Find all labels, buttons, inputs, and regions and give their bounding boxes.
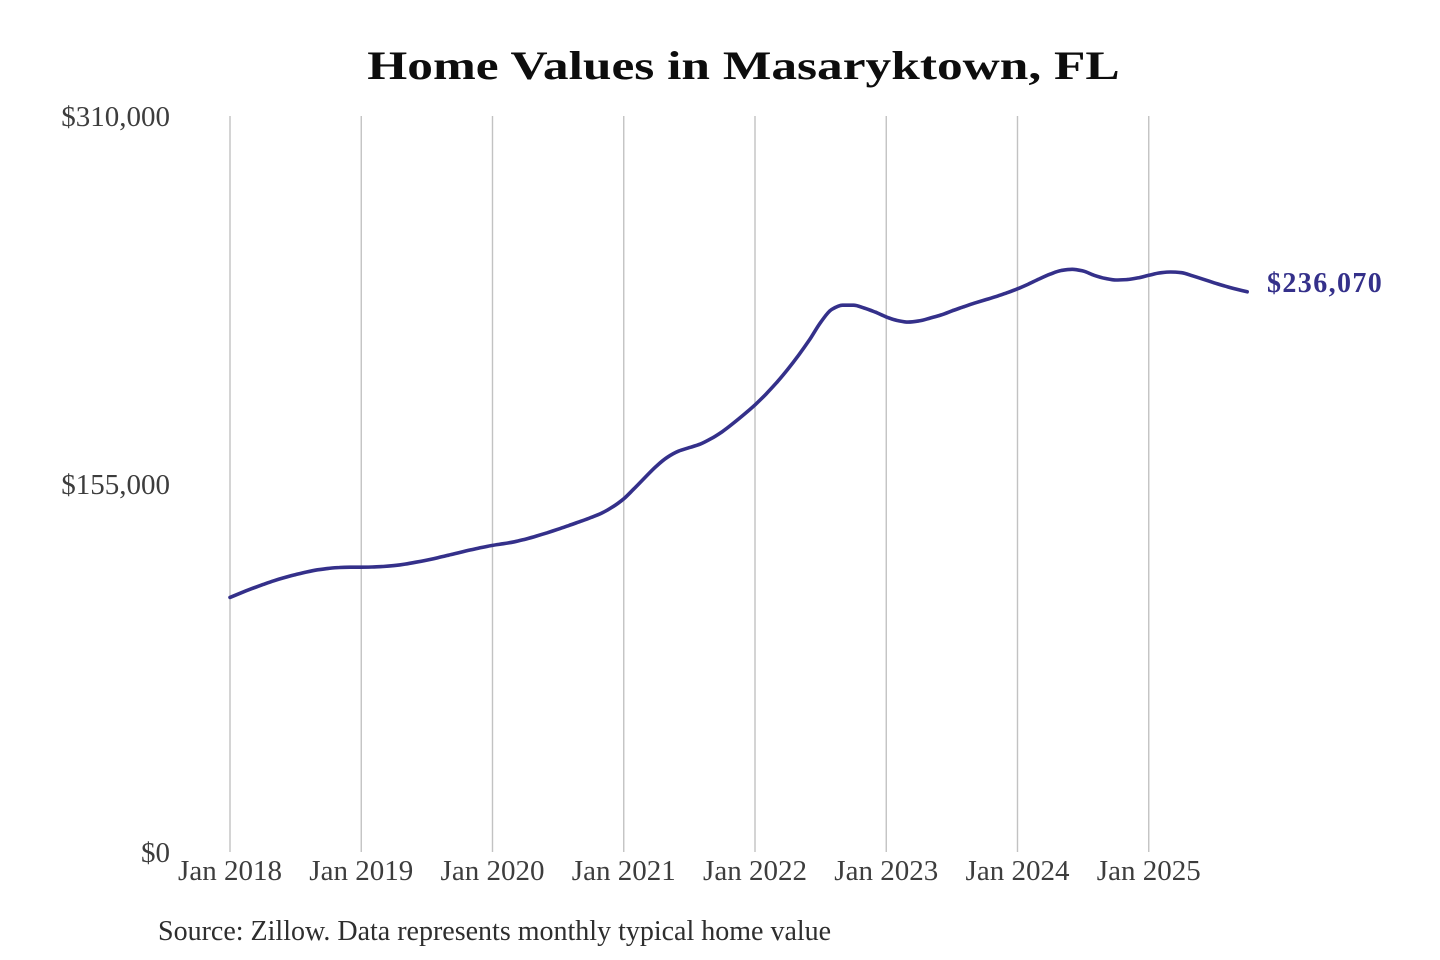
svg-text:Jan 2021: Jan 2021 — [572, 855, 676, 887]
svg-text:$310,000: $310,000 — [61, 101, 170, 133]
svg-text:Source: Zillow. Data represent: Source: Zillow. Data represents monthly … — [158, 916, 831, 947]
svg-text:Jan 2024: Jan 2024 — [966, 855, 1070, 887]
svg-text:Jan 2023: Jan 2023 — [834, 855, 938, 887]
svg-text:$236,070: $236,070 — [1267, 268, 1383, 299]
svg-text:Jan 2025: Jan 2025 — [1097, 855, 1201, 887]
svg-text:$155,000: $155,000 — [61, 469, 170, 501]
svg-text:Jan 2020: Jan 2020 — [441, 855, 545, 887]
svg-text:$0: $0 — [141, 837, 170, 869]
svg-text:Jan 2018: Jan 2018 — [178, 855, 282, 887]
svg-text:Jan 2022: Jan 2022 — [703, 855, 807, 887]
svg-text:Home Values in Masaryktown, FL: Home Values in Masaryktown, FL — [367, 43, 1119, 87]
svg-text:Jan 2019: Jan 2019 — [309, 855, 413, 887]
